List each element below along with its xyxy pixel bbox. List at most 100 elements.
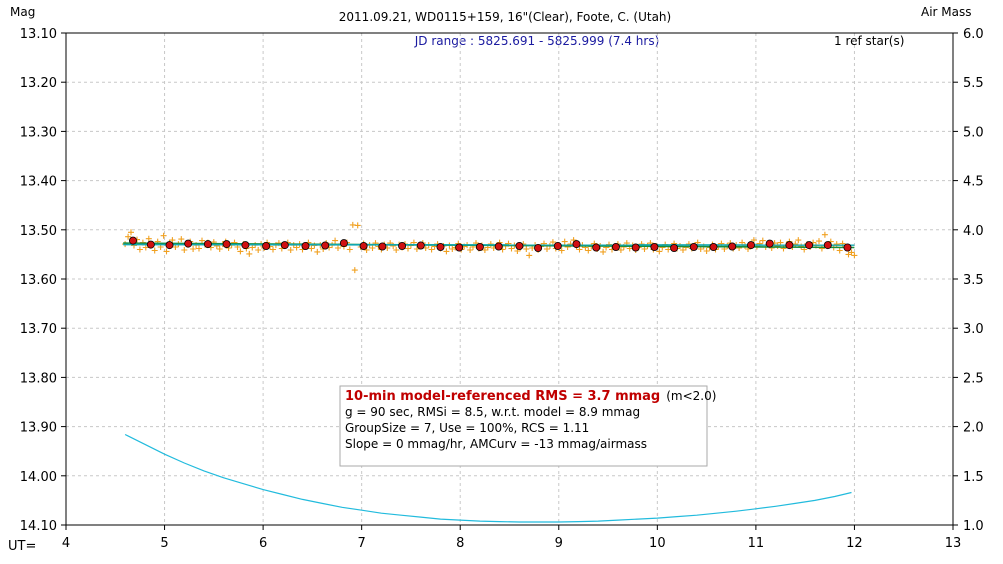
group-average-point: [416, 241, 425, 250]
data-point: [190, 246, 197, 252]
data-point: [145, 235, 152, 242]
plot-frame: [65, 32, 954, 526]
group-average-point: [785, 241, 794, 250]
y-left-tick-label: 13.20: [20, 76, 57, 91]
data-point: [335, 245, 341, 251]
data-point: [216, 246, 223, 252]
data-point: [346, 246, 353, 253]
group-average-point: [670, 243, 679, 252]
stats-headline-row: 10-min model-referenced RMS = 3.7 mmag (m…: [345, 389, 716, 404]
data-point: [792, 241, 799, 248]
group-average-point: [728, 242, 737, 251]
airmass-curve: [124, 433, 852, 523]
group-average-point: [128, 236, 137, 245]
grid-lines: [66, 33, 953, 525]
y-left-tick-label: 14.00: [20, 470, 57, 485]
y-right-tick-label: 4.5: [963, 175, 984, 190]
x-tick-label: 6: [259, 536, 267, 551]
group-average-point: [321, 241, 330, 250]
data-point: [523, 246, 530, 252]
y-left-tick-label: 13.50: [20, 224, 57, 239]
data-point: [163, 248, 170, 255]
data-point: [508, 245, 515, 252]
x-tick-label: 13: [945, 536, 962, 551]
y-right-tick-label: 2.0: [963, 421, 984, 436]
y-left-tick-label: 13.30: [20, 125, 57, 140]
x-axis-ticks: 4 5 6 7 8 9 10 11 12 13: [62, 525, 961, 551]
group-average-point: [203, 240, 212, 249]
data-point: [736, 245, 743, 251]
data-point: [703, 248, 710, 254]
data-point: [526, 252, 533, 259]
data-point: [354, 222, 361, 229]
stats-headline: 10-min model-referenced RMS = 3.7 mmag: [345, 389, 660, 404]
data-point: [851, 252, 858, 259]
y-right-tick-label: 5.5: [963, 76, 984, 91]
y-axis-right-ticks: 6.0 5.5 5.0 4.5 4.0 3.5 3.0 2.5 2.0 1.5 1.0: [953, 27, 984, 534]
data-point: [405, 245, 411, 252]
data-point: [816, 238, 822, 245]
group-average-point: [494, 242, 503, 251]
group-average-point: [184, 239, 193, 248]
y-right-tick-label: 3.5: [963, 273, 984, 288]
y-right-tick-label: 3.0: [963, 322, 984, 337]
group-average-point: [280, 241, 289, 250]
data-point: [178, 236, 185, 243]
airmass-curve-layer: [124, 433, 852, 523]
data-point: [255, 247, 262, 253]
x-tick-label: 4: [62, 536, 70, 551]
y-right-tick-label: 2.5: [963, 371, 984, 386]
group-average-point: [436, 242, 445, 251]
data-point: [617, 247, 624, 253]
stats-box-frame: [339, 385, 708, 467]
data-point: [544, 246, 550, 252]
data-point: [287, 247, 294, 253]
group-average-point: [515, 241, 524, 250]
y-axis-left-ticks: 13.10 13.20 13.30 13.40 13.50 13.60 13.70 13.80…: [20, 27, 66, 534]
group-average-point: [747, 241, 756, 250]
data-point: [237, 248, 244, 255]
data-point: [369, 245, 376, 251]
x-tick-label: 12: [846, 536, 863, 551]
data-point: [836, 247, 843, 254]
data-point: [351, 267, 358, 274]
group-average-point: [455, 243, 464, 252]
group-average-layer: [128, 236, 852, 252]
x-tick-label: 10: [649, 536, 666, 551]
group-average-point: [553, 241, 562, 250]
group-average-point: [689, 242, 698, 251]
group-average-point: [339, 239, 348, 248]
data-point: [308, 245, 315, 252]
data-point: [848, 249, 855, 256]
group-average-point: [301, 241, 310, 250]
stats-line-2: g = 90 sec, RMSi = 8.5, w.r.t. model = 8…: [345, 405, 640, 419]
y-right-tick-label: 1.0: [963, 519, 984, 534]
x-axis-label: UT=: [8, 539, 36, 554]
group-average-point: [650, 242, 659, 251]
y-right-tick-label: 5.0: [963, 125, 984, 140]
data-point: [656, 248, 663, 255]
group-average-point: [823, 241, 832, 250]
group-average-point: [398, 241, 407, 250]
group-average-point: [378, 242, 387, 251]
x-tick-label: 5: [160, 536, 168, 551]
y-left-tick-label: 13.60: [20, 273, 57, 288]
data-point: [750, 237, 757, 244]
data-point: [160, 232, 167, 239]
data-point: [142, 244, 149, 251]
data-point: [181, 247, 188, 253]
data-point: [246, 250, 253, 257]
y-left-tick-label: 13.10: [20, 27, 57, 42]
group-average-point: [165, 241, 174, 250]
y-left-tick-label: 14.10: [20, 519, 57, 534]
jd-range-label: JD range : 5825.691 - 5825.999 (7.4 hrs): [414, 34, 660, 48]
stats-line-4: Slope = 0 mmag/hr, AMCurv = -13 mmag/air…: [345, 437, 647, 451]
group-average-point: [611, 242, 620, 251]
x-tick-label: 11: [748, 536, 765, 551]
group-average-point: [765, 239, 774, 248]
data-point: [443, 248, 450, 255]
data-point: [196, 245, 202, 252]
group-average-point: [805, 241, 814, 250]
group-average-point: [843, 243, 852, 252]
